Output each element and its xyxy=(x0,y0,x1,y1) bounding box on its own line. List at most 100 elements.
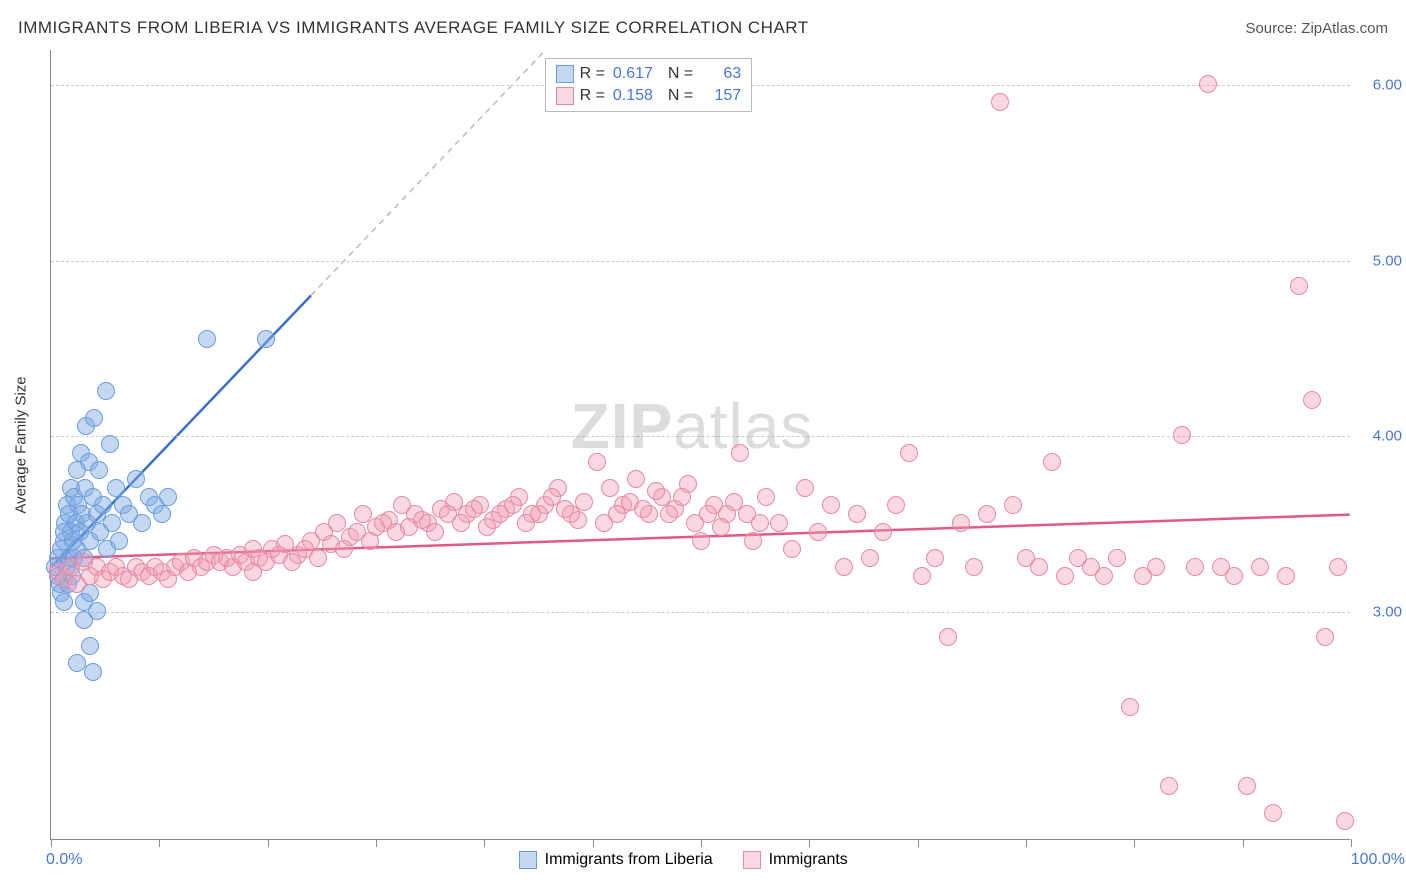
watermark: ZIPatlas xyxy=(571,389,814,463)
scatter-point xyxy=(1238,777,1256,795)
scatter-point xyxy=(1030,558,1048,576)
scatter-point xyxy=(1147,558,1165,576)
stats-legend: R =0.617 N =63R =0.158 N =157 xyxy=(545,58,753,112)
scatter-point xyxy=(1251,558,1269,576)
legend-swatch xyxy=(743,851,761,869)
chart-title: IMMIGRANTS FROM LIBERIA VS IMMIGRANTS AV… xyxy=(18,18,809,38)
scatter-point xyxy=(588,453,606,471)
scatter-point xyxy=(660,505,678,523)
scatter-point xyxy=(1004,496,1022,514)
scatter-point xyxy=(796,479,814,497)
source-label: Source: ZipAtlas.com xyxy=(1245,20,1388,37)
scatter-point xyxy=(809,523,827,541)
scatter-point xyxy=(692,532,710,550)
scatter-point xyxy=(103,514,121,532)
scatter-point xyxy=(465,500,483,518)
x-axis-max-label: 100.0% xyxy=(1351,851,1405,869)
x-tick xyxy=(159,839,160,847)
stat-value: 0.158 xyxy=(611,87,653,105)
scatter-point xyxy=(575,493,593,511)
x-tick xyxy=(809,839,810,847)
legend-label: Immigrants from Liberia xyxy=(545,851,713,869)
gridline xyxy=(51,436,1350,437)
y-tick-label: 3.00 xyxy=(1357,603,1402,620)
scatter-point xyxy=(55,523,73,541)
scatter-point xyxy=(647,482,665,500)
scatter-point xyxy=(198,330,216,348)
scatter-point xyxy=(1277,567,1295,585)
y-tick-label: 6.00 xyxy=(1357,77,1402,94)
scatter-point xyxy=(1329,558,1347,576)
legend-swatch xyxy=(556,65,574,83)
x-tick xyxy=(268,839,269,847)
scatter-point xyxy=(874,523,892,541)
gridline xyxy=(51,261,1350,262)
title-bar: IMMIGRANTS FROM LIBERIA VS IMMIGRANTS AV… xyxy=(18,18,1388,38)
x-tick xyxy=(484,839,485,847)
scatter-point xyxy=(127,470,145,488)
scatter-point xyxy=(861,549,879,567)
scatter-point xyxy=(673,488,691,506)
scatter-point xyxy=(257,330,275,348)
scatter-point xyxy=(1056,567,1074,585)
stat-label: N = xyxy=(659,65,693,83)
scatter-point xyxy=(504,496,522,514)
scatter-point xyxy=(731,444,749,462)
scatter-point xyxy=(835,558,853,576)
scatter-point xyxy=(97,382,115,400)
stat-value: 157 xyxy=(699,87,741,105)
scatter-point xyxy=(530,505,548,523)
scatter-point xyxy=(757,488,775,506)
scatter-point xyxy=(159,488,177,506)
scatter-point xyxy=(965,558,983,576)
legend-swatch xyxy=(556,87,574,105)
scatter-point xyxy=(85,409,103,427)
scatter-point xyxy=(90,461,108,479)
gridline xyxy=(51,612,1350,613)
x-tick xyxy=(51,839,52,847)
scatter-point xyxy=(848,505,866,523)
scatter-point xyxy=(110,532,128,550)
scatter-point xyxy=(1121,698,1139,716)
scatter-point xyxy=(712,518,730,536)
scatter-point xyxy=(1303,391,1321,409)
bottom-legend: Immigrants from LiberiaImmigrants xyxy=(519,851,848,869)
x-tick xyxy=(918,839,919,847)
scatter-point xyxy=(1336,812,1354,830)
y-axis-title: Average Family Size xyxy=(13,376,30,513)
scatter-point xyxy=(1173,426,1191,444)
scatter-point xyxy=(751,514,769,532)
legend-swatch xyxy=(519,851,537,869)
scatter-point xyxy=(1290,277,1308,295)
scatter-point xyxy=(81,637,99,655)
scatter-point xyxy=(887,496,905,514)
scatter-point xyxy=(1225,567,1243,585)
scatter-point xyxy=(822,496,840,514)
scatter-point xyxy=(991,93,1009,111)
x-tick xyxy=(1243,839,1244,847)
scatter-point xyxy=(770,514,788,532)
scatter-point xyxy=(913,567,931,585)
scatter-point xyxy=(133,514,151,532)
legend-item: Immigrants from Liberia xyxy=(519,851,713,869)
stats-row: R =0.158 N =157 xyxy=(556,85,742,107)
scatter-point xyxy=(84,663,102,681)
stat-value: 63 xyxy=(699,65,741,83)
scatter-point xyxy=(926,549,944,567)
x-axis-min-label: 0.0% xyxy=(46,851,82,869)
scatter-point xyxy=(55,593,73,611)
scatter-point xyxy=(361,532,379,550)
scatter-point xyxy=(153,505,171,523)
x-tick xyxy=(376,839,377,847)
x-tick xyxy=(1026,839,1027,847)
scatter-point xyxy=(452,514,470,532)
scatter-point xyxy=(978,505,996,523)
scatter-point xyxy=(426,523,444,541)
scatter-point xyxy=(1264,804,1282,822)
stats-row: R =0.617 N =63 xyxy=(556,63,742,85)
scatter-point xyxy=(1316,628,1334,646)
scatter-point xyxy=(1160,777,1178,795)
stat-label: R = xyxy=(580,65,605,83)
scatter-point xyxy=(1108,549,1126,567)
x-tick xyxy=(701,839,702,847)
